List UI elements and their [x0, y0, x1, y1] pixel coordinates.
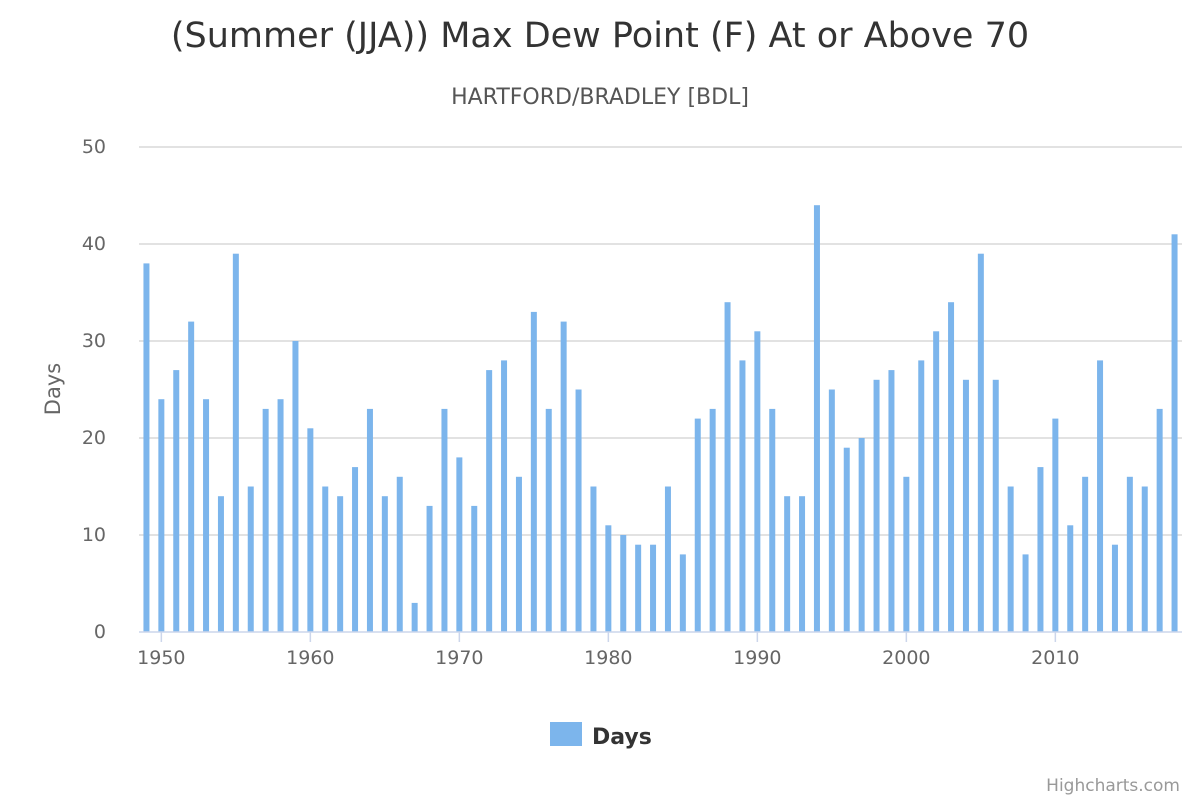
bar[interactable]	[262, 408, 269, 632]
bar[interactable]	[247, 486, 254, 633]
bar[interactable]	[575, 389, 582, 633]
bar[interactable]	[813, 205, 820, 632]
bar[interactable]	[366, 408, 373, 632]
bar[interactable]	[486, 370, 493, 632]
bar[interactable]	[173, 370, 180, 632]
bar[interactable]	[828, 389, 835, 633]
bar[interactable]	[1156, 408, 1163, 632]
bar[interactable]	[1097, 360, 1104, 632]
bar[interactable]	[590, 486, 597, 633]
bar[interactable]	[426, 505, 433, 632]
bar[interactable]	[1111, 544, 1118, 632]
bar[interactable]	[515, 476, 522, 632]
y-tick-label: 10	[82, 524, 106, 546]
bar[interactable]	[1171, 234, 1178, 633]
bar[interactable]	[754, 331, 761, 632]
bar[interactable]	[441, 408, 448, 632]
bar[interactable]	[1126, 476, 1133, 632]
bar[interactable]	[501, 360, 508, 632]
bar[interactable]	[1082, 476, 1089, 632]
legend-label[interactable]: Days	[592, 725, 652, 750]
bar[interactable]	[307, 428, 314, 632]
x-tick-label: 1990	[733, 647, 781, 669]
bar[interactable]	[679, 554, 686, 632]
bar[interactable]	[769, 408, 776, 632]
bar[interactable]	[456, 457, 463, 632]
bar[interactable]	[799, 496, 806, 632]
bar[interactable]	[739, 360, 746, 632]
legend[interactable]: Days	[550, 722, 652, 750]
bar[interactable]	[724, 302, 731, 632]
bar-series	[143, 205, 1178, 633]
bar[interactable]	[292, 341, 299, 632]
y-axis-ticks: 0 10 20 30 40 50	[82, 136, 106, 643]
x-axis-ticks: 1950 1960 1970 1980 1990 2000 2010	[137, 632, 1080, 669]
legend-swatch[interactable]	[550, 722, 582, 746]
x-tick-label: 1960	[286, 647, 334, 669]
bar[interactable]	[217, 496, 224, 632]
bar[interactable]	[962, 379, 969, 632]
bar[interactable]	[1037, 467, 1044, 632]
bar[interactable]	[337, 496, 344, 632]
bar[interactable]	[158, 399, 165, 632]
bar[interactable]	[545, 408, 552, 632]
chart-title: (Summer (JJA)) Max Dew Point (F) At or A…	[171, 16, 1029, 56]
chart-subtitle: HARTFORD/BRADLEY [BDL]	[451, 85, 749, 110]
bar[interactable]	[709, 408, 716, 632]
bar[interactable]	[605, 525, 612, 632]
bar[interactable]	[143, 263, 150, 632]
bar[interactable]	[188, 321, 195, 632]
bar[interactable]	[635, 544, 642, 632]
bar[interactable]	[992, 379, 999, 632]
bar[interactable]	[1022, 554, 1029, 632]
y-tick-label: 20	[82, 427, 106, 449]
bar[interactable]	[1141, 486, 1148, 633]
bar[interactable]	[694, 418, 701, 632]
bar[interactable]	[1067, 525, 1074, 632]
bar[interactable]	[352, 467, 359, 632]
x-tick-label: 1970	[435, 647, 483, 669]
bar[interactable]	[620, 535, 627, 632]
bar[interactable]	[873, 379, 880, 632]
y-tick-label: 30	[82, 330, 106, 352]
bar[interactable]	[530, 311, 537, 632]
bar[interactable]	[933, 331, 940, 632]
x-tick-label: 1980	[584, 647, 632, 669]
bar[interactable]	[1007, 486, 1014, 633]
bar[interactable]	[232, 253, 239, 632]
bar[interactable]	[784, 496, 791, 632]
bar[interactable]	[650, 544, 657, 632]
bar[interactable]	[381, 496, 388, 632]
bar[interactable]	[1052, 418, 1059, 632]
credits-link[interactable]: Highcharts.com	[1046, 776, 1180, 796]
bar[interactable]	[664, 486, 671, 633]
bar[interactable]	[888, 370, 895, 632]
bar[interactable]	[843, 447, 850, 632]
bar[interactable]	[858, 438, 865, 632]
bar[interactable]	[322, 486, 329, 633]
x-tick-label: 2010	[1031, 647, 1079, 669]
bar[interactable]	[471, 505, 478, 632]
bar[interactable]	[977, 253, 984, 632]
y-axis-title: Days	[41, 363, 65, 415]
x-tick-label: 1950	[137, 647, 185, 669]
bar[interactable]	[396, 476, 403, 632]
x-tick-label: 2000	[882, 647, 930, 669]
y-tick-label: 0	[94, 621, 106, 643]
bar[interactable]	[203, 399, 210, 632]
y-tick-label: 40	[82, 233, 106, 255]
bar[interactable]	[560, 321, 567, 632]
bar[interactable]	[277, 399, 284, 632]
bar[interactable]	[411, 602, 418, 632]
bar[interactable]	[948, 302, 955, 632]
y-tick-label: 50	[82, 136, 106, 158]
bar[interactable]	[903, 476, 910, 632]
bar[interactable]	[918, 360, 925, 632]
